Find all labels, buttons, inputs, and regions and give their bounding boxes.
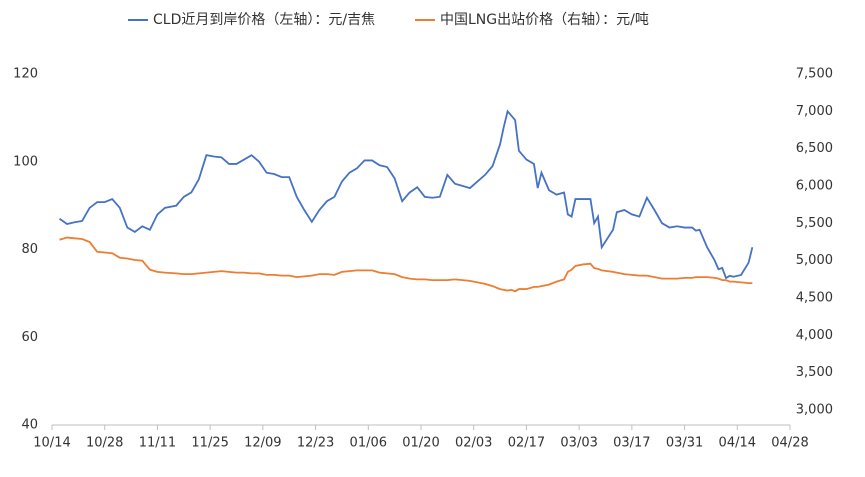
y2-tick-label: 3,500	[796, 365, 833, 380]
y2-tick-label: 7,500	[796, 67, 833, 82]
y2-tick-label: 4,500	[796, 291, 833, 306]
x-tick-label: 01/06	[350, 436, 387, 451]
y2-tick-label: 3,000	[796, 403, 833, 418]
y2-tick-label: 6,000	[796, 179, 833, 194]
x-tick-label: 12/09	[244, 436, 281, 451]
legend-label: 中国LNG出站价格（右轴）：元/吨	[440, 12, 649, 28]
legend-label: CLD近月到岸价格（左轴）：元/吉焦	[153, 12, 375, 28]
x-tick-label: 10/14	[33, 436, 70, 451]
x-tick-label: 12/23	[297, 436, 334, 451]
x-tick-label: 03/31	[666, 436, 703, 451]
x-tick-label: 11/25	[191, 436, 228, 451]
y-tick-label: 80	[21, 242, 38, 257]
y2-tick-label: 5,500	[796, 216, 833, 231]
y2-tick-label: 6,500	[796, 141, 833, 156]
y2-tick-label: 5,000	[796, 253, 833, 268]
y-tick-label: 100	[13, 154, 38, 169]
x-tick-label: 04/14	[719, 436, 756, 451]
y2-tick-label: 7,000	[796, 104, 833, 119]
series-line	[59, 109, 754, 280]
x-tick-label: 04/28	[771, 436, 808, 451]
y2-tick-label: 4,000	[796, 328, 833, 343]
x-tick-label: 02/17	[508, 436, 545, 451]
x-tick-label: 03/17	[613, 436, 650, 451]
y-tick-label: 40	[21, 418, 38, 433]
y-tick-label: 60	[21, 330, 38, 345]
x-tick-label: 02/03	[455, 436, 492, 451]
y-tick-label: 120	[13, 67, 38, 82]
x-tick-label: 01/20	[402, 436, 439, 451]
x-tick-label: 11/11	[139, 436, 176, 451]
x-tick-label: 03/03	[560, 436, 597, 451]
x-tick-label: 10/28	[86, 436, 123, 451]
series-line	[59, 236, 753, 293]
